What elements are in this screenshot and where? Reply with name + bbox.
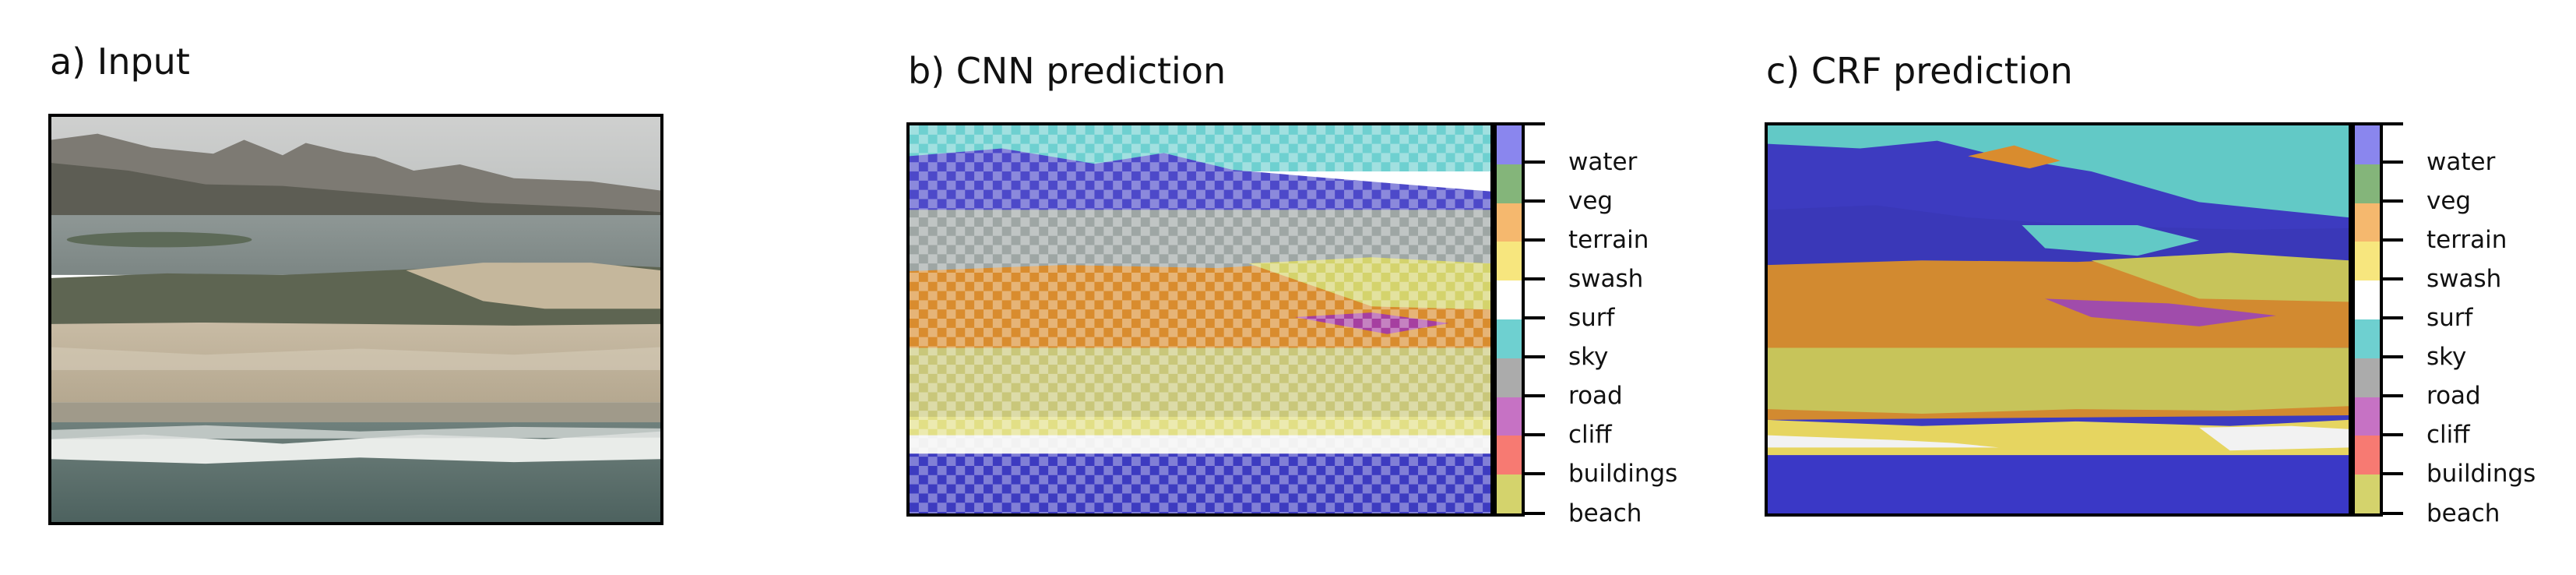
panel-a-title: a) Input: [50, 41, 190, 83]
crf-prediction-image: [1765, 122, 2352, 517]
label-swash: swash: [2426, 265, 2502, 293]
input-photo: [48, 114, 663, 525]
swatch-veg: [1497, 164, 1522, 203]
label-buildings: buildings: [2426, 460, 2536, 488]
label-beach: beach: [1568, 499, 1642, 527]
swatch-water: [2355, 125, 2380, 164]
cnn-colorbar-labels: water veg terrain swash surf sky road cl…: [1525, 122, 1696, 527]
panel-b-title: b) CNN prediction: [908, 50, 1226, 92]
input-photo-image: [51, 117, 660, 522]
label-water: water: [2426, 148, 2496, 176]
swatch-buildings: [2355, 436, 2380, 475]
label-veg: veg: [1568, 187, 1614, 215]
swatch-terrain: [2355, 203, 2380, 242]
label-sky: sky: [2426, 343, 2467, 371]
swatch-road: [2355, 358, 2380, 397]
crf-colorbar: [2352, 122, 2383, 517]
swatch-cliff: [1497, 397, 1522, 436]
swatch-sky: [2355, 319, 2380, 358]
label-buildings: buildings: [1568, 460, 1678, 488]
swatch-water: [1497, 125, 1522, 164]
label-surf: surf: [2426, 304, 2473, 332]
label-cliff: cliff: [2426, 421, 2470, 449]
swatch-terrain: [1497, 203, 1522, 242]
swatch-cliff: [2355, 397, 2380, 436]
label-road: road: [1568, 382, 1623, 410]
crf-colorbar-labels: water veg terrain swash surf sky road cl…: [2383, 122, 2570, 527]
swatch-sky: [1497, 319, 1522, 358]
label-water: water: [1568, 148, 1638, 176]
cnn-prediction-overlay: [910, 125, 1490, 513]
swatch-beach: [2355, 474, 2380, 513]
swatch-surf: [1497, 280, 1522, 320]
swatch-swash: [1497, 242, 1522, 281]
label-terrain: terrain: [1568, 226, 1649, 254]
label-veg: veg: [2426, 187, 2472, 215]
cnn-prediction-image: [906, 122, 1494, 517]
swatch-buildings: [1497, 436, 1522, 475]
label-road: road: [2426, 382, 2481, 410]
swatch-road: [1497, 358, 1522, 397]
label-terrain: terrain: [2426, 226, 2507, 254]
crf-prediction-overlay: [1768, 125, 2349, 513]
swatch-veg: [2355, 164, 2380, 203]
label-surf: surf: [1568, 304, 1615, 332]
panel-c-title: c) CRF prediction: [1766, 50, 2073, 92]
label-swash: swash: [1568, 265, 1644, 293]
swatch-surf: [2355, 280, 2380, 320]
swatch-swash: [2355, 242, 2380, 281]
label-sky: sky: [1568, 343, 1609, 371]
label-cliff: cliff: [1568, 421, 1612, 449]
swatch-beach: [1497, 474, 1522, 513]
label-beach: beach: [2426, 499, 2500, 527]
cnn-colorbar: [1494, 122, 1525, 517]
